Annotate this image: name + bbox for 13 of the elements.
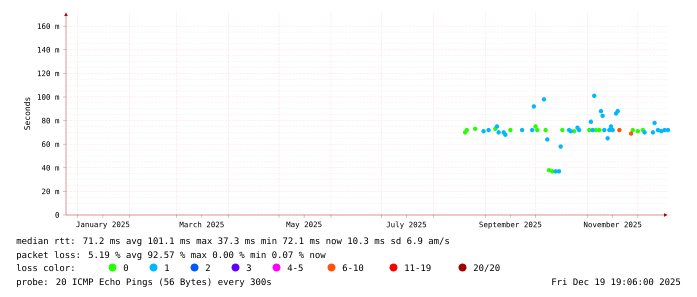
legend-label: 4-5 <box>288 264 303 272</box>
text: packet loss: 5.19 % avg 92.57 % max 0.00 % min 0.07 % now <box>17 251 326 260</box>
text: Fri Dec 19 19:06:00 2025 <box>552 278 680 286</box>
legend-label: 0 <box>124 264 128 272</box>
text: median rtt: 71.2 ms avg 101.1 ms max 37.3 ms min 72.1 ms now 10.3 ms sd 6.9 am/s <box>16 237 449 246</box>
legend-label: 20/20 <box>474 264 500 272</box>
legend-title: loss color: <box>16 264 74 272</box>
legend-label: 6-10 <box>342 264 364 272</box>
legend-label: 3 <box>246 264 251 272</box>
text: probe: 20 ICMP Echo Pings (56 Bytes) every 300s <box>17 278 271 287</box>
legend-label: 2 <box>206 264 210 271</box>
legend-label: 11-19 <box>405 264 431 272</box>
legend-label: 1 <box>165 264 169 271</box>
